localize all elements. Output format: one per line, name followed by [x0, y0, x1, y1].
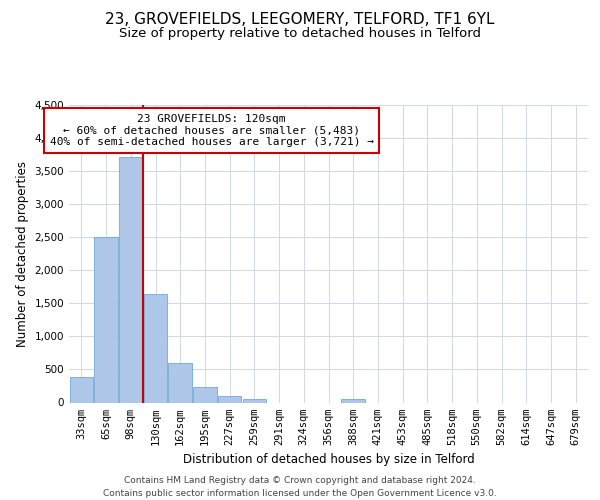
- Text: 23 GROVEFIELDS: 120sqm
← 60% of detached houses are smaller (5,483)
40% of semi-: 23 GROVEFIELDS: 120sqm ← 60% of detached…: [50, 114, 374, 147]
- Bar: [70, 378, 93, 402]
- Text: Contains HM Land Registry data © Crown copyright and database right 2024.
Contai: Contains HM Land Registry data © Crown c…: [103, 476, 497, 498]
- Text: Size of property relative to detached houses in Telford: Size of property relative to detached ho…: [119, 28, 481, 40]
- Y-axis label: Number of detached properties: Number of detached properties: [16, 161, 29, 347]
- Bar: [94, 237, 118, 402]
- Bar: [218, 396, 241, 402]
- Bar: [119, 156, 143, 402]
- Bar: [242, 399, 266, 402]
- Bar: [144, 294, 167, 403]
- X-axis label: Distribution of detached houses by size in Telford: Distribution of detached houses by size …: [182, 453, 475, 466]
- Bar: [169, 363, 192, 403]
- Bar: [193, 386, 217, 402]
- Text: 23, GROVEFIELDS, LEEGOMERY, TELFORD, TF1 6YL: 23, GROVEFIELDS, LEEGOMERY, TELFORD, TF1…: [105, 12, 495, 28]
- Bar: [341, 399, 365, 402]
